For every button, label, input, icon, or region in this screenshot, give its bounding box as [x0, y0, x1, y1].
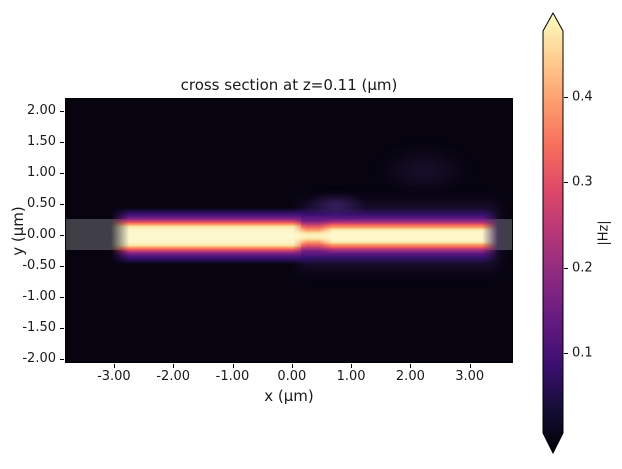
colorbar	[542, 11, 564, 455]
x-tick-label: 2.00	[395, 369, 425, 384]
x-tick-mark	[410, 364, 412, 368]
colorbar-tick-label: 0.4	[572, 89, 593, 105]
x-tick-mark	[351, 364, 353, 368]
colorbar-tick-mark	[564, 97, 568, 98]
x-tick-mark	[232, 364, 234, 368]
x-tick-label: -3.00	[97, 369, 131, 384]
colorbar-tick-mark	[564, 182, 568, 183]
y-tick-label: 2.00	[27, 103, 56, 119]
x-tick-label: 1.00	[336, 369, 366, 384]
y-tick-mark	[60, 235, 64, 237]
scattered-light-glow-faint	[378, 147, 470, 193]
y-tick-mark	[60, 297, 64, 298]
y-tick-label: -2.00	[22, 350, 56, 366]
heatmap-axes	[65, 98, 513, 363]
x-tick-mark	[113, 364, 115, 368]
x-tick-label: 0.00	[277, 369, 307, 384]
field-stripe-right	[301, 208, 498, 264]
y-tick-label: -1.50	[22, 319, 56, 335]
x-axis-label: x (μm)	[264, 387, 314, 405]
y-tick-mark	[60, 358, 64, 360]
y-tick-mark	[60, 204, 64, 206]
y-tick-label: 1.50	[27, 134, 56, 150]
colorbar-tick-label: 0.3	[572, 174, 593, 190]
y-tick-mark	[60, 327, 64, 329]
y-tick-label: 0.00	[27, 227, 56, 243]
field-stripe-left	[111, 208, 313, 264]
colorbar-tick-mark	[564, 353, 568, 354]
colorbar-tick-label: 0.1	[572, 345, 593, 361]
colorbar-tick-label: 0.2	[572, 260, 593, 276]
y-tick-mark	[60, 266, 64, 268]
colorbar-gradient-bar	[542, 11, 564, 455]
scattered-light-glow	[304, 193, 368, 217]
colorbar-tick-mark	[564, 268, 568, 269]
x-tick-mark	[291, 364, 293, 368]
colorbar-label: |Hz|	[596, 220, 612, 246]
x-tick-label: 3.00	[455, 369, 485, 384]
y-tick-mark	[60, 111, 64, 113]
x-tick-mark	[469, 364, 471, 368]
x-tick-mark	[173, 364, 175, 368]
x-tick-label: -2.00	[156, 369, 191, 384]
field-mode-pinch	[293, 208, 333, 264]
y-tick-mark	[60, 142, 64, 144]
plot-title: cross section at z=0.11 (μm)	[180, 76, 398, 94]
y-axis-label: y (μm)	[9, 206, 27, 256]
y-tick-label: 1.00	[27, 165, 56, 181]
y-tick-label: -0.50	[22, 258, 56, 274]
y-tick-mark	[60, 173, 64, 175]
x-tick-label: -1.00	[215, 369, 250, 384]
y-tick-label: 0.50	[27, 196, 56, 212]
y-tick-label: -1.00	[22, 289, 56, 304]
